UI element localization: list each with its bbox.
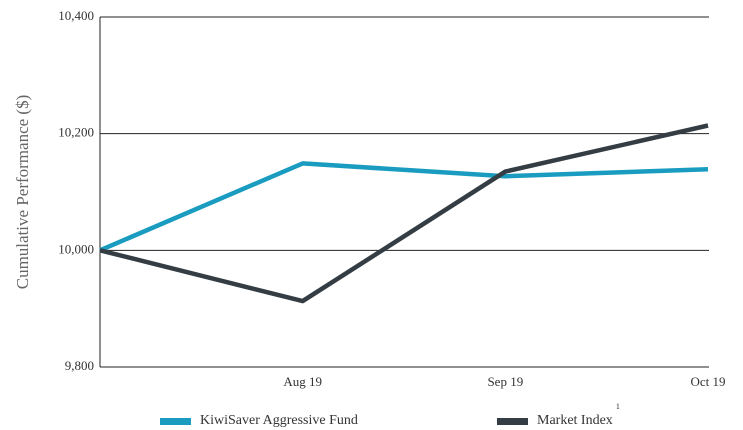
y-tick-label: 10,400 [58, 8, 94, 23]
legend-footnote: 1 [616, 402, 620, 411]
legend-label: KiwiSaver Aggressive Fund [200, 413, 358, 428]
data-line [99, 123, 709, 304]
x-tick-label: Oct 19 [690, 374, 725, 389]
legend-swatch [497, 418, 528, 425]
y-tick-label: 10,000 [58, 241, 94, 256]
y-tick-label: 9,800 [65, 358, 94, 373]
legend-swatch [160, 418, 191, 425]
y-axis-label: Cumulative Performance ($) [13, 95, 32, 290]
x-tick-label: Aug 19 [283, 374, 322, 389]
data-line [99, 161, 709, 253]
legend-label: Market Index [537, 413, 613, 428]
y-tick-label: 10,200 [58, 125, 94, 140]
x-tick-label: Sep 19 [487, 374, 523, 389]
